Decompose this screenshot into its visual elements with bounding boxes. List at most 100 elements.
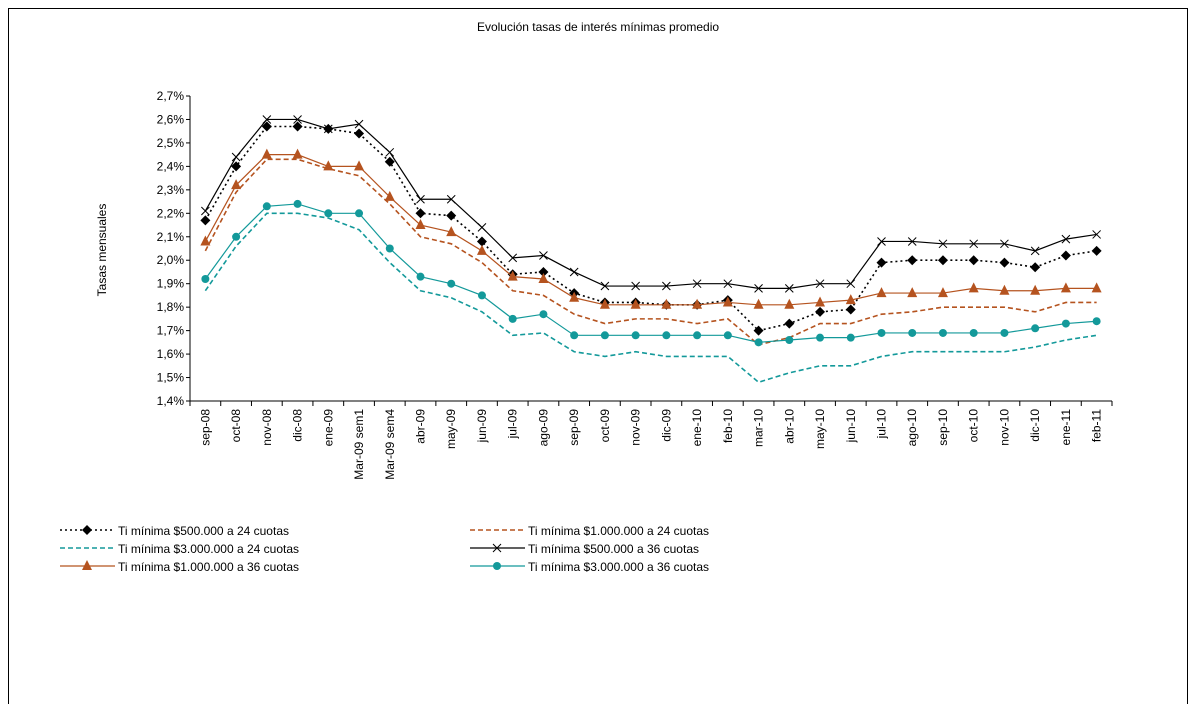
data-point: [201, 275, 210, 283]
data-point: [200, 215, 211, 226]
data-point: [539, 310, 548, 319]
data-point: [324, 209, 333, 218]
data-point: [262, 202, 271, 211]
x-tick-label: ago-10: [905, 409, 919, 447]
x-tick-label: Mar-09 sem4: [383, 409, 397, 480]
data-point: [877, 237, 886, 246]
data-point: [262, 115, 272, 124]
data-point: [846, 279, 856, 289]
data-point: [354, 119, 364, 129]
x-tick-label: jul-10: [875, 409, 889, 440]
data-point: [754, 338, 763, 347]
data-point: [722, 296, 733, 307]
data-point: [385, 147, 395, 157]
y-tick-label: 1,4%: [157, 394, 185, 408]
data-point: [476, 244, 487, 255]
legend-marker: [82, 525, 92, 535]
legend-marker: [82, 560, 92, 570]
data-point: [201, 206, 210, 216]
legend-label: Ti mínima $500.000 a 36 cuotas: [528, 542, 699, 556]
data-point: [600, 281, 610, 291]
legend-marker: [493, 562, 501, 570]
x-tick-label: sep-10: [936, 409, 950, 446]
data-point: [816, 333, 825, 342]
data-point: [477, 291, 486, 300]
data-point: [1091, 282, 1102, 293]
x-tick-label: ene-09: [321, 409, 335, 447]
x-tick-label: nov-08: [260, 409, 274, 446]
data-point: [323, 124, 333, 134]
data-point: [938, 239, 948, 249]
data-point: [538, 266, 549, 277]
data-point: [631, 331, 640, 340]
chart-title: Evolución tasas de interés mínimas prome…: [477, 20, 719, 34]
data-point: [753, 325, 764, 336]
y-tick-label: 1,5%: [157, 371, 185, 385]
data-point: [354, 160, 365, 171]
data-point: [662, 281, 671, 291]
data-point: [292, 121, 303, 132]
data-point: [354, 128, 365, 139]
data-point: [446, 210, 457, 221]
x-tick-label: dic-09: [659, 409, 673, 442]
data-point: [569, 267, 579, 277]
x-tick-label: ene-10: [690, 409, 704, 447]
data-point: [231, 161, 242, 172]
data-point: [937, 255, 948, 266]
x-tick-label: abr-10: [782, 409, 796, 444]
data-point: [231, 152, 241, 162]
data-point: [815, 279, 825, 289]
x-tick-label: ene-11: [1059, 409, 1073, 446]
y-tick-label: 2,0%: [157, 253, 185, 267]
data-point: [476, 236, 487, 247]
data-point: [662, 331, 671, 340]
data-point: [968, 282, 979, 293]
data-point: [293, 199, 302, 208]
data-point: [846, 333, 855, 342]
x-tick-label: mar-10: [752, 409, 766, 447]
data-point: [876, 287, 887, 298]
data-point: [784, 284, 794, 293]
data-point: [753, 298, 764, 309]
data-point: [1031, 324, 1040, 333]
x-tick-label: ago-09: [536, 409, 550, 447]
x-tick-label: Mar-09 sem1: [352, 409, 366, 480]
data-point: [355, 209, 364, 218]
y-tick-label: 2,4%: [157, 159, 185, 173]
series-line: [204, 154, 1097, 306]
series-line: [204, 158, 1097, 346]
data-point: [446, 194, 456, 204]
data-point: [784, 298, 795, 309]
x-tick-label: oct-08: [229, 409, 243, 443]
x-tick-label: feb-10: [721, 409, 735, 443]
data-point: [784, 318, 795, 329]
data-point: [693, 331, 702, 340]
data-point: [845, 304, 856, 315]
data-point: [815, 306, 826, 317]
data-point: [415, 219, 426, 230]
data-point: [477, 223, 487, 232]
data-point: [908, 328, 917, 337]
data-point: [1000, 328, 1009, 337]
data-point: [323, 160, 334, 171]
legend-label: Ti mínima $3.000.000 a 24 cuotas: [118, 542, 299, 556]
data-point: [507, 270, 518, 281]
y-tick-label: 1,7%: [157, 324, 185, 338]
x-tick-label: feb-11: [1090, 409, 1104, 442]
x-tick-label: may-10: [813, 409, 827, 449]
y-tick-label: 2,7%: [157, 89, 185, 103]
x-tick-label: sep-08: [198, 409, 212, 446]
data-point: [969, 239, 979, 249]
data-point: [845, 294, 856, 305]
data-point: [815, 296, 826, 307]
data-point: [261, 121, 272, 132]
y-tick-label: 1,9%: [157, 277, 185, 291]
legend-label: Ti mínima $3.000.000 a 36 cuotas: [528, 560, 709, 574]
data-point: [938, 328, 947, 337]
data-point: [661, 298, 672, 309]
data-point: [446, 226, 457, 237]
x-tick-label: oct-10: [967, 409, 981, 443]
data-point: [415, 208, 426, 219]
data-point: [570, 331, 579, 340]
